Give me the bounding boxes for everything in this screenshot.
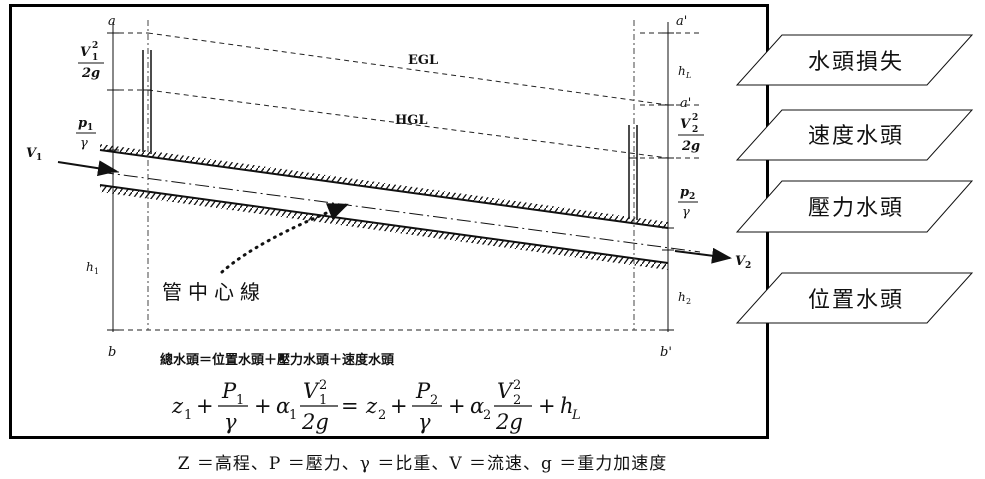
svg-text:2: 2 — [689, 192, 695, 202]
point-b-prime: b' — [660, 345, 672, 360]
svg-text:V: V — [735, 254, 747, 269]
centerline-label: 管中心線 — [162, 280, 266, 304]
svg-text:2: 2 — [686, 297, 691, 306]
svg-text:2: 2 — [745, 261, 751, 271]
svg-text:壓力水頭: 壓力水頭 — [808, 196, 904, 221]
svg-text:2: 2 — [513, 378, 521, 393]
bernoulli-equation: z 1 + P 1 γ + α 1 V 2 1 2g = z 2 + P 2 γ… — [171, 378, 581, 434]
svg-text:水頭損失: 水頭損失 — [808, 50, 904, 75]
velocity-head-left: V 2 1 2g — [78, 41, 104, 81]
svg-text:L: L — [571, 408, 581, 423]
piezometer-left — [142, 50, 152, 154]
v1-label: V 1 — [26, 146, 42, 163]
head-loss-right: h L — [678, 64, 691, 80]
svg-text:z: z — [171, 394, 184, 418]
legend-box-elevation-head: 位置水頭 — [735, 272, 974, 324]
egl-label: EGL — [408, 53, 438, 68]
svg-text:1: 1 — [92, 53, 98, 63]
svg-text:1: 1 — [87, 123, 93, 133]
svg-text:1: 1 — [236, 393, 244, 408]
svg-text:2g: 2g — [301, 410, 329, 434]
svg-text:2g: 2g — [81, 66, 100, 81]
outflow-arrow — [674, 247, 732, 264]
svg-text:h: h — [678, 290, 686, 304]
svg-text:1: 1 — [184, 408, 192, 423]
svg-text:P: P — [415, 379, 431, 403]
legend-box-head-loss: 水頭損失 — [735, 34, 974, 86]
svg-text:1: 1 — [36, 153, 42, 163]
centerline-pointer — [220, 203, 349, 274]
svg-text:2: 2 — [692, 125, 698, 135]
point-a-prime-top: a' — [676, 14, 687, 29]
variable-caption: Z ＝高程、P ＝壓力、γ ＝比重、V ＝流速、g ＝重力加速度 — [177, 454, 668, 474]
legend-box-velocity-head: 速度水頭 — [735, 109, 974, 161]
svg-text:2: 2 — [92, 41, 98, 51]
svg-text:γ: γ — [418, 410, 431, 434]
pipe — [99, 144, 701, 270]
svg-text:γ: γ — [80, 136, 88, 151]
svg-text:γ: γ — [224, 410, 237, 434]
svg-text:2: 2 — [430, 393, 438, 408]
svg-text:L: L — [685, 71, 691, 80]
svg-text:p: p — [680, 185, 689, 200]
svg-text:+: + — [448, 394, 466, 418]
point-b: b — [108, 345, 116, 360]
dimension-left — [107, 22, 119, 332]
svg-text:V: V — [497, 379, 514, 403]
egl-line — [147, 32, 669, 106]
svg-text:p: p — [78, 116, 87, 131]
elevation-head-right: h 2 — [678, 290, 691, 306]
point-a-prime-mid: a' — [680, 96, 691, 111]
dimension-right — [662, 22, 674, 332]
svg-text:V: V — [680, 117, 692, 132]
svg-text:2: 2 — [378, 408, 386, 423]
svg-text:h: h — [678, 64, 686, 78]
svg-text:+: + — [390, 394, 408, 418]
pressure-head-left: p 1 γ — [76, 116, 96, 151]
point-a: a — [108, 14, 116, 29]
svg-text:=: = — [341, 394, 359, 418]
svg-text:1: 1 — [94, 267, 99, 276]
legend-box-pressure-head: 壓力水頭 — [735, 180, 974, 233]
svg-text:V: V — [80, 45, 92, 60]
svg-text:+: + — [196, 394, 214, 418]
svg-text:2: 2 — [513, 393, 521, 408]
elevation-head-left: h 1 — [86, 260, 99, 276]
svg-text:2: 2 — [483, 408, 491, 423]
svg-text:位置水頭: 位置水頭 — [808, 288, 904, 313]
svg-text:P: P — [221, 379, 237, 403]
svg-text:1: 1 — [289, 408, 297, 423]
svg-text:γ: γ — [682, 205, 690, 220]
svg-text:2g: 2g — [681, 139, 700, 154]
svg-text:z: z — [365, 394, 378, 418]
svg-text:2: 2 — [319, 378, 327, 393]
inflow-arrow — [57, 160, 118, 177]
svg-text:2: 2 — [692, 113, 698, 123]
piezometer-right — [628, 125, 638, 220]
svg-text:α: α — [470, 394, 484, 418]
svg-text:+: + — [538, 394, 556, 418]
svg-text:h: h — [560, 394, 574, 418]
svg-text:h: h — [86, 260, 94, 274]
v2-label: V 2 — [735, 254, 751, 271]
svg-text:+: + — [254, 394, 272, 418]
pipe-centerline — [99, 171, 701, 253]
svg-text:V: V — [303, 379, 320, 403]
svg-text:α: α — [276, 394, 290, 418]
hgl-line — [147, 89, 669, 159]
svg-text:2g: 2g — [495, 410, 523, 434]
velocity-head-right: V 2 2 2g — [678, 113, 704, 154]
svg-text:1: 1 — [319, 393, 327, 408]
pipe-top-hatch — [100, 144, 668, 228]
svg-text:V: V — [26, 146, 38, 161]
pipe-bottom-hatch — [100, 185, 668, 270]
svg-text:速度水頭: 速度水頭 — [808, 124, 904, 149]
pressure-head-right: p 2 γ — [678, 185, 698, 220]
total-head-description: 總水頭＝位置水頭＋壓力水頭＋速度水頭 — [160, 352, 395, 368]
hgl-label: HGL — [395, 113, 428, 128]
